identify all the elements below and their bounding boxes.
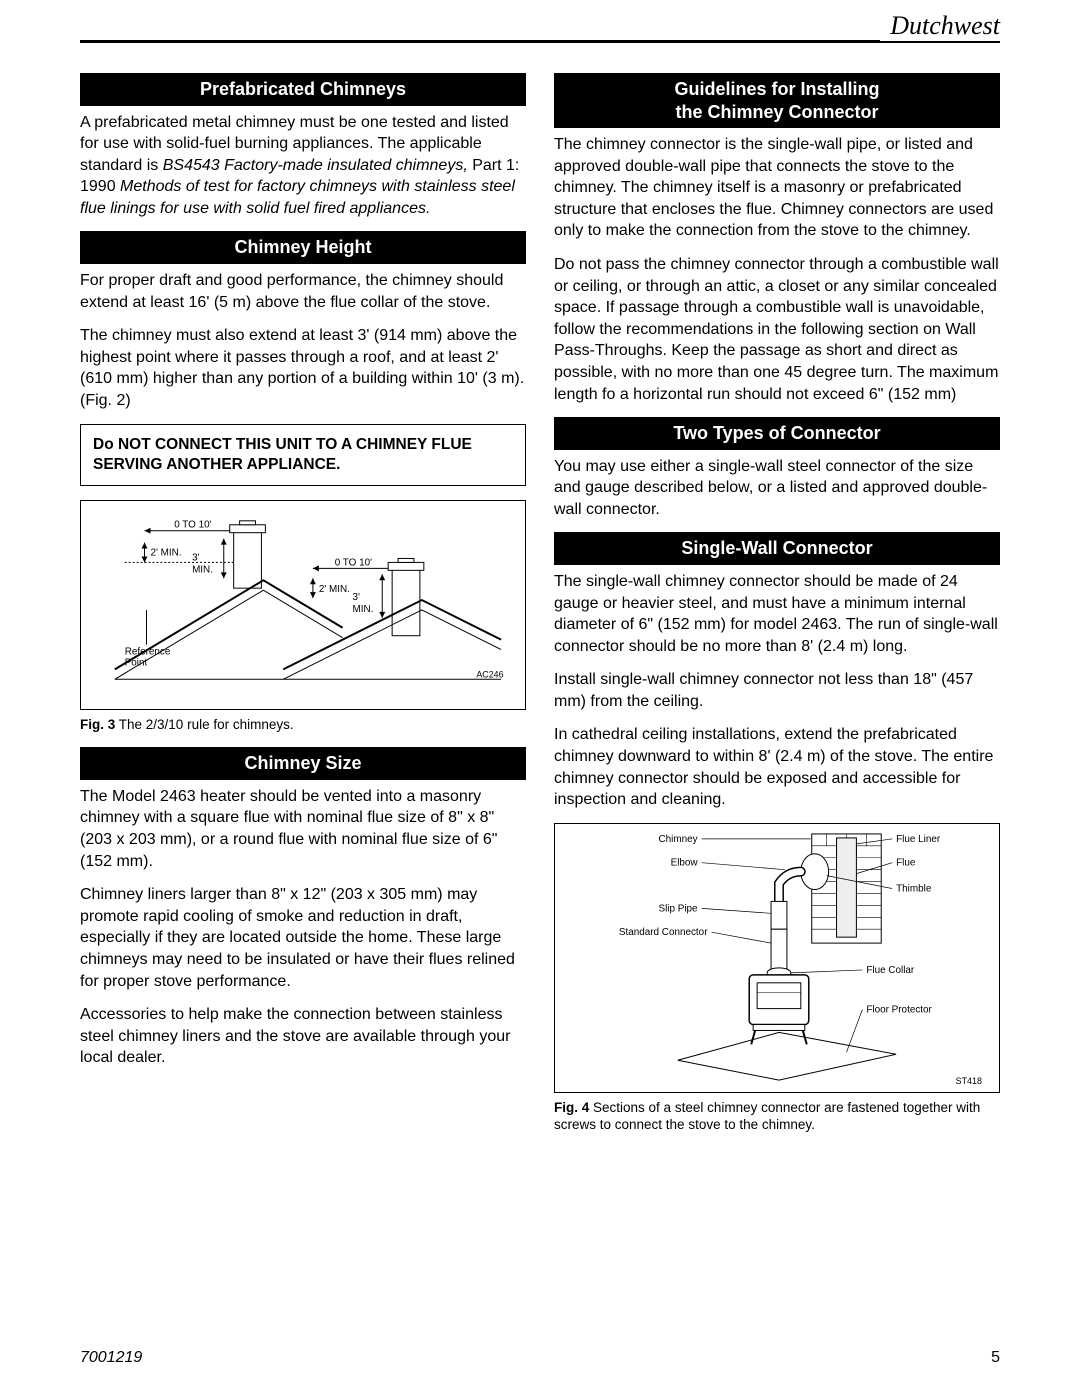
right-column: Guidelines for Installing the Chimney Co… bbox=[554, 73, 1000, 1148]
fig4-thimble: Thimble bbox=[896, 883, 932, 894]
text-italic: Methods of test for factory chimneys wit… bbox=[80, 178, 515, 217]
fig3-code: AC246 bbox=[476, 669, 503, 679]
fig4-std: Standard Connector bbox=[619, 927, 708, 938]
heading-guidelines: Guidelines for Installing the Chimney Co… bbox=[554, 73, 1000, 128]
heading-single-wall: Single-Wall Connector bbox=[554, 532, 1000, 565]
caption-fig4-label: Fig. 4 bbox=[554, 1100, 589, 1115]
fig4-svg: Chimney Elbow Slip Pipe Standard Connect… bbox=[555, 824, 999, 1092]
para-single-3: In cathedral ceiling installations, exte… bbox=[554, 724, 1000, 810]
fig3-range1: 0 TO 10' bbox=[174, 520, 211, 531]
header-rule: Dutchwest bbox=[80, 40, 1000, 43]
brand-name: Dutchwest bbox=[880, 11, 1000, 41]
fig4-slip: Slip Pipe bbox=[658, 903, 698, 914]
caption-fig4-text: Sections of a steel chimney connector ar… bbox=[554, 1100, 980, 1133]
figure-3: 0 TO 10' 2' MIN. 3' MIN. Reference bbox=[80, 500, 526, 710]
heading-line2: the Chimney Connector bbox=[675, 102, 878, 122]
fig4-collar: Flue Collar bbox=[866, 965, 915, 976]
fig3-min3a-b: MIN. bbox=[192, 564, 213, 575]
para-prefab: A prefabricated metal chimney must be on… bbox=[80, 112, 526, 220]
left-column: Prefabricated Chimneys A prefabricated m… bbox=[80, 73, 526, 1148]
fig3-min2b: 2' MIN. bbox=[319, 584, 350, 595]
fig3-min3b-b: MIN. bbox=[353, 604, 374, 615]
para-height-2: The chimney must also extend at least 3'… bbox=[80, 325, 526, 411]
text-italic: BS4543 Factory-made insulated chimneys, bbox=[163, 157, 468, 174]
heading-line1: Guidelines for Installing bbox=[674, 79, 879, 99]
caption-fig3-text: The 2/3/10 rule for chimneys. bbox=[115, 717, 293, 732]
footer-pagenum: 5 bbox=[991, 1349, 1000, 1367]
footer-docnum: 7001219 bbox=[80, 1349, 142, 1367]
page-footer: 7001219 5 bbox=[80, 1349, 1000, 1367]
para-guide-2: Do not pass the chimney connector throug… bbox=[554, 254, 1000, 405]
heading-two-types: Two Types of Connector bbox=[554, 417, 1000, 450]
para-size-3: Accessories to help make the connection … bbox=[80, 1004, 526, 1069]
para-size-2: Chimney liners larger than 8" x 12" (203… bbox=[80, 884, 526, 992]
figure-4: Chimney Elbow Slip Pipe Standard Connect… bbox=[554, 823, 1000, 1093]
fig3-min3a-a: 3' bbox=[192, 552, 200, 563]
fig3-ref1: Reference bbox=[125, 646, 171, 657]
fig4-flue: Flue bbox=[896, 858, 916, 869]
fig3-range2: 0 TO 10' bbox=[335, 557, 372, 568]
fig4-chimney: Chimney bbox=[658, 834, 697, 845]
para-single-2: Install single-wall chimney connector no… bbox=[554, 669, 1000, 712]
para-height-1: For proper draft and good performance, t… bbox=[80, 270, 526, 313]
para-single-1: The single-wall chimney connector should… bbox=[554, 571, 1000, 657]
warning-box: Do NOT CONNECT THIS UNIT TO A CHIMNEY FL… bbox=[80, 424, 526, 486]
para-size-1: The Model 2463 heater should be vented i… bbox=[80, 786, 526, 872]
fig3-svg: 0 TO 10' 2' MIN. 3' MIN. Reference bbox=[81, 501, 525, 709]
fig4-code: ST418 bbox=[956, 1076, 982, 1086]
fig4-floor: Floor Protector bbox=[866, 1004, 932, 1015]
fig3-min3b-a: 3' bbox=[353, 592, 361, 603]
fig4-elbow: Elbow bbox=[671, 858, 699, 869]
para-guide-1: The chimney connector is the single-wall… bbox=[554, 134, 1000, 242]
caption-fig3: Fig. 3 The 2/3/10 rule for chimneys. bbox=[80, 716, 526, 734]
fig3-min2a: 2' MIN. bbox=[150, 547, 181, 558]
fig4-liner: Flue Liner bbox=[896, 834, 941, 845]
caption-fig4: Fig. 4 Sections of a steel chimney conne… bbox=[554, 1099, 1000, 1134]
caption-fig3-label: Fig. 3 bbox=[80, 717, 115, 732]
heading-chimney-height: Chimney Height bbox=[80, 231, 526, 264]
heading-prefab-chimneys: Prefabricated Chimneys bbox=[80, 73, 526, 106]
heading-chimney-size: Chimney Size bbox=[80, 747, 526, 780]
para-twotypes: You may use either a single-wall steel c… bbox=[554, 456, 1000, 521]
content-columns: Prefabricated Chimneys A prefabricated m… bbox=[80, 73, 1000, 1148]
